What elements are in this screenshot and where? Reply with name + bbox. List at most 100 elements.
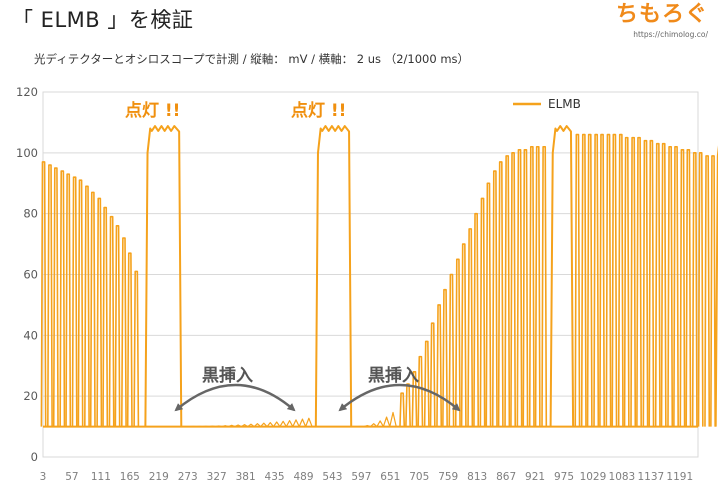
- data-pulse: [423, 340, 430, 427]
- lit-segment: [314, 125, 353, 427]
- data-pulse: [642, 139, 649, 427]
- data-pulse: [654, 142, 661, 427]
- black-insert-label-1: 黒挿入: [202, 365, 253, 386]
- x-tick-label: 1029: [580, 471, 607, 483]
- data-pulse: [429, 322, 436, 427]
- data-pulse: [442, 288, 448, 427]
- data-pulse: [522, 148, 529, 427]
- black-insert-arrow-1: [174, 383, 296, 412]
- lit-segment: [549, 125, 575, 427]
- x-tick-label: 327: [207, 471, 227, 483]
- data-pulse: [667, 145, 674, 427]
- data-pulse: [510, 152, 517, 427]
- data-pulse: [114, 225, 121, 427]
- data-pulse: [623, 136, 630, 427]
- x-tick-label: 489: [293, 471, 313, 483]
- x-tick-label: 1137: [637, 471, 664, 483]
- data-pulse: [133, 270, 140, 427]
- data-pulse: [704, 155, 711, 427]
- data-pulse: [593, 133, 600, 427]
- data-pulse: [586, 133, 593, 427]
- x-tick-label: 57: [65, 471, 78, 483]
- y-tick-label: 100: [16, 146, 38, 160]
- x-tick-label: 111: [91, 471, 111, 483]
- data-pulse: [497, 161, 504, 427]
- x-axis-ticks: 3 57 111 165 219 273 327 381 435 489 543 597 651 705 7…: [40, 471, 693, 483]
- data-pulse: [417, 355, 424, 427]
- brand-logo: ちもろぐ https://chimolog.co/: [616, 2, 708, 39]
- y-tick-label: 40: [23, 328, 38, 342]
- data-pulse: [448, 273, 455, 427]
- x-tick-label: 651: [380, 471, 400, 483]
- page-title: 「 ELMB 」を検証: [12, 8, 194, 32]
- lit-segment: [144, 125, 183, 427]
- x-tick-label: 975: [554, 471, 574, 483]
- data-pulse: [454, 258, 461, 427]
- data-pulse: [40, 161, 47, 427]
- x-tick-label: 435: [265, 471, 285, 483]
- data-pulse: [679, 148, 686, 427]
- y-tick-label: 80: [23, 207, 38, 221]
- data-pulse: [574, 133, 581, 427]
- data-pulse: [516, 148, 523, 427]
- data-pulse: [710, 155, 716, 427]
- x-tick-label: 1191: [666, 471, 693, 483]
- data-pulse: [460, 243, 467, 427]
- data-pulse: [399, 392, 406, 427]
- data-pulse: [411, 371, 418, 427]
- data-pulse: [605, 133, 612, 427]
- data-pulse: [77, 179, 84, 427]
- x-tick-label: 543: [322, 471, 342, 483]
- y-tick-label: 0: [31, 450, 38, 464]
- data-pulse: [697, 152, 704, 427]
- data-pulse: [467, 228, 474, 427]
- x-tick-label: 867: [496, 471, 516, 483]
- y-tick-label: 20: [23, 389, 38, 403]
- data-pulse: [473, 212, 480, 427]
- ripple-segment: [357, 411, 397, 428]
- x-tick-label: 759: [438, 471, 458, 483]
- legend: ELMB: [513, 97, 581, 111]
- data-pulse: [120, 237, 127, 427]
- lit-label-2: 点灯 !!: [291, 100, 346, 121]
- x-tick-label: 381: [236, 471, 256, 483]
- data-pulse: [541, 145, 548, 427]
- black-insert-arrow-2: [338, 383, 461, 412]
- data-pulse: [685, 148, 692, 427]
- series-layer: [40, 125, 718, 428]
- x-tick-label: 3: [40, 471, 47, 483]
- data-pulse: [96, 197, 103, 427]
- data-pulse: [630, 136, 637, 427]
- data-pulse: [405, 383, 411, 427]
- y-tick-label: 60: [23, 268, 38, 282]
- data-pulse: [485, 182, 492, 427]
- x-tick-label: 273: [178, 471, 198, 483]
- data-pulse: [673, 145, 679, 427]
- data-pulse: [59, 170, 66, 427]
- x-tick-label: 165: [120, 471, 140, 483]
- x-tick-label: 1083: [609, 471, 636, 483]
- x-tick-label: 597: [351, 471, 371, 483]
- legend-label: ELMB: [548, 97, 581, 111]
- data-pulse: [52, 167, 59, 427]
- data-pulse: [580, 133, 587, 427]
- x-tick-label: 705: [409, 471, 429, 483]
- brand-url: https://chimolog.co/: [633, 30, 708, 39]
- data-pulse: [47, 164, 53, 427]
- data-pulse: [660, 142, 667, 427]
- y-axis-ticks: 0 20 40 60 80 100 120: [16, 85, 38, 464]
- x-tick-label: 813: [467, 471, 487, 483]
- data-pulse: [611, 133, 618, 427]
- data-pulse: [534, 145, 541, 427]
- data-pulse: [126, 252, 133, 427]
- data-pulse: [436, 304, 443, 427]
- black-insert-label-2: 黒挿入: [368, 365, 419, 386]
- data-pulse: [599, 133, 605, 427]
- data-pulse: [691, 152, 698, 427]
- data-pulse: [108, 215, 115, 427]
- ripple-segment: [183, 417, 313, 428]
- data-pulse: [636, 136, 642, 427]
- data-pulse: [102, 206, 109, 427]
- measurement-subtitle: 光ディテクターとオシロスコープで計測 / 縦軸： mV / 横軸： 2 us （…: [34, 52, 470, 66]
